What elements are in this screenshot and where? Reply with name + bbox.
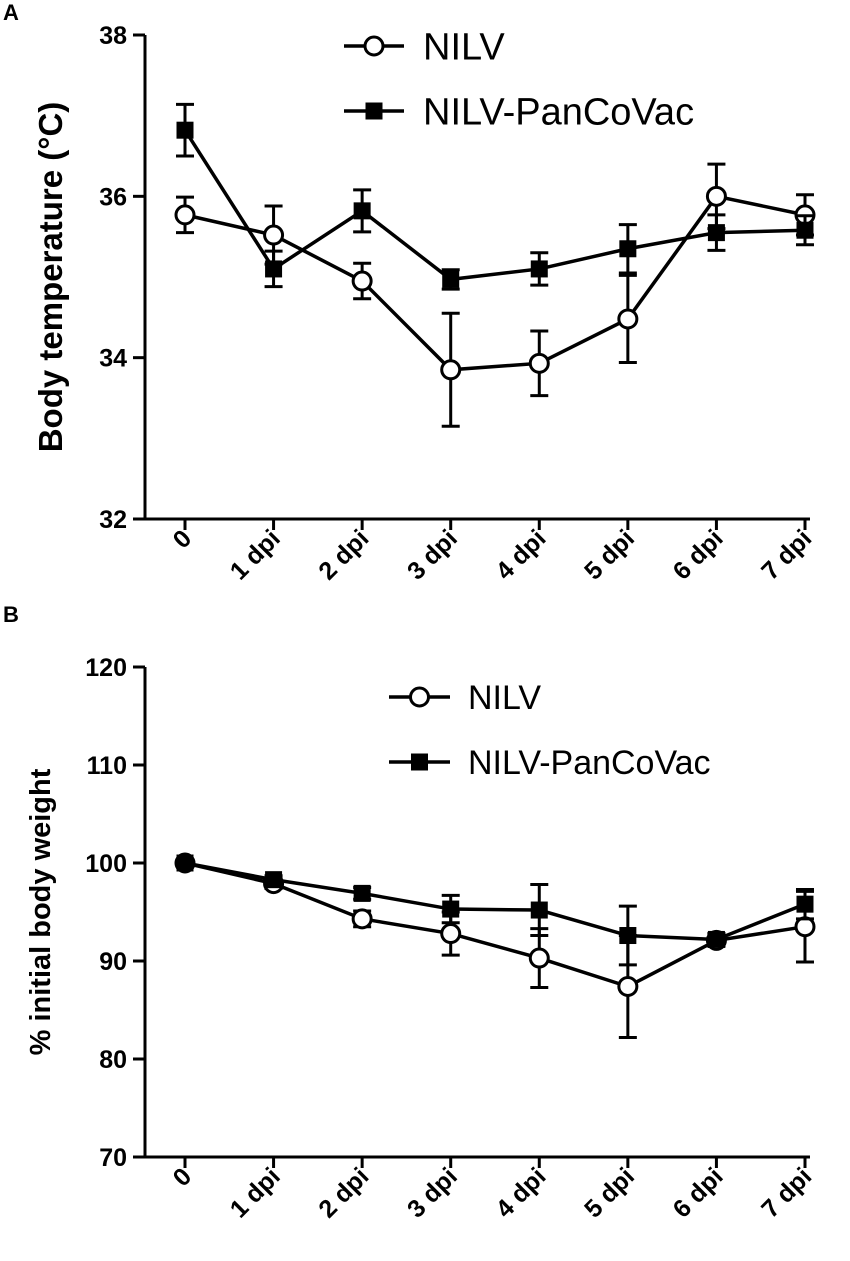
panel-a-data-point — [796, 221, 814, 239]
panel-a-data-point — [351, 270, 373, 292]
panel-a-data-point — [442, 270, 460, 288]
panel-a-data-point — [707, 224, 725, 242]
panel-a-series-line — [183, 129, 806, 282]
panel-b-x-tick-label: 7 dpi — [756, 1162, 817, 1223]
panel-a-legend-entry: NILV-PanCoVac — [344, 92, 694, 134]
panel-a-x-tick-label: 0 — [168, 524, 198, 554]
panel-b-y-tick-label: 120 — [85, 654, 127, 682]
panel-b-legend-label: NILV — [468, 679, 541, 717]
panel-b-letter: B — [3, 602, 19, 627]
panel-b-data-point — [528, 947, 550, 969]
panel-b-legend-entry: NILV — [389, 679, 541, 717]
panel-a-data-point — [617, 308, 639, 330]
panel-a-series-nilv — [174, 162, 816, 428]
panel-b-data-point — [530, 901, 548, 919]
panel-a-x-tick-label: 2 dpi — [313, 524, 374, 585]
panel-b-data-point — [440, 923, 462, 945]
panel-b-x-tick-label: 6 dpi — [668, 1162, 729, 1223]
panel-a-data-point — [530, 260, 548, 278]
panel-a-y-tick-label: 34 — [99, 345, 127, 373]
panel-b-legend-entry: NILV-PanCoVac — [389, 744, 711, 782]
panel-a-x-tick-label: 1 dpi — [225, 524, 286, 585]
panel-b-y-tick-label: 90 — [99, 948, 127, 976]
panel-a-x-tick-label: 3 dpi — [402, 524, 463, 585]
panel-a-data-point — [176, 121, 194, 139]
panel-b-x-tick-label: 1 dpi — [225, 1162, 286, 1223]
panel-a-chart: 32 34 36 38 0 1 dpi 2 dpi 3 dpi 4 dpi 5 dpi 6 dpi 7… — [32, 22, 817, 585]
panel-a-series-line — [184, 194, 806, 372]
panel-a-x-tick-label: 4 dpi — [490, 524, 551, 585]
panel-b-data-point — [351, 908, 373, 930]
panel-b-x-tick-label: 5 dpi — [579, 1162, 640, 1223]
panel-b-y-tick-label: 80 — [99, 1046, 127, 1074]
panel-a-y-axis-title: Body temperature (°C) — [32, 102, 69, 453]
panel-a-data-point — [353, 202, 371, 220]
panel-a-legend-marker — [363, 35, 385, 57]
panel-b-data-point — [265, 871, 283, 889]
panel-b-data-point — [796, 895, 814, 913]
panel-b-legend-marker — [411, 753, 428, 771]
panel-a-data-point — [619, 240, 637, 258]
panel-b-x-tick-label: 4 dpi — [490, 1162, 551, 1223]
panel-b-data-point — [176, 854, 194, 872]
panel-a-series-nilv-pancovac — [176, 102, 814, 291]
panel-a-data-point — [263, 224, 285, 246]
panel-a-legend-entry: NILV — [344, 27, 505, 69]
panel-b-data-point — [353, 884, 371, 902]
panel-b-data-point — [442, 900, 460, 918]
panel-b-y-tick-label: 100 — [85, 850, 127, 878]
panel-b-data-point — [794, 916, 816, 938]
panel-a-x-tick-label: 5 dpi — [579, 524, 640, 585]
panel-b-y-tick-label: 70 — [99, 1144, 127, 1172]
panel-a-x-tick-label: 7 dpi — [756, 524, 817, 585]
panel-b-x-tick-label: 3 dpi — [402, 1162, 463, 1223]
panel-a-y-tick-label: 38 — [99, 22, 127, 50]
panel-a-data-point — [440, 359, 462, 381]
panel-a-y-tick-label: 32 — [99, 506, 127, 534]
panel-a-x-tick-label: 6 dpi — [668, 524, 729, 585]
panel-b-y-tick-label: 110 — [87, 752, 127, 780]
panel-a-data-point — [528, 352, 550, 374]
panel-b-chart: 70 80 90 100 110 120 0 1 dpi 2 dpi 3 dpi 4 dpi 5 dp… — [25, 654, 817, 1223]
panel-b-legend-marker — [409, 686, 430, 708]
panel-b-x-tick-label: 2 dpi — [313, 1162, 374, 1223]
panel-a-legend-label: NILV — [423, 27, 505, 69]
panel-a-data-point — [705, 185, 727, 207]
panel-a-y-tick-label: 36 — [99, 183, 127, 211]
panel-a-letter: A — [3, 0, 19, 25]
panel-b-data-point — [619, 927, 637, 945]
panel-b-series-line — [184, 861, 806, 989]
panel-a-data-point — [174, 204, 196, 226]
panel-b-legend-label: NILV-PanCoVac — [468, 744, 711, 782]
panel-b-y-axis-title: % initial body weight — [25, 768, 57, 1055]
panel-b-x-tick-label: 0 — [168, 1162, 198, 1192]
panel-b-series-line — [184, 861, 806, 942]
panel-a-legend-label: NILV-PanCoVac — [423, 92, 694, 134]
panel-a-data-point — [265, 260, 283, 278]
panel-b-data-point — [707, 930, 725, 948]
panel-b-data-point — [617, 975, 639, 997]
panel-a-legend-marker — [365, 102, 383, 120]
panel-b-series-nilv-pancovac — [176, 854, 814, 967]
